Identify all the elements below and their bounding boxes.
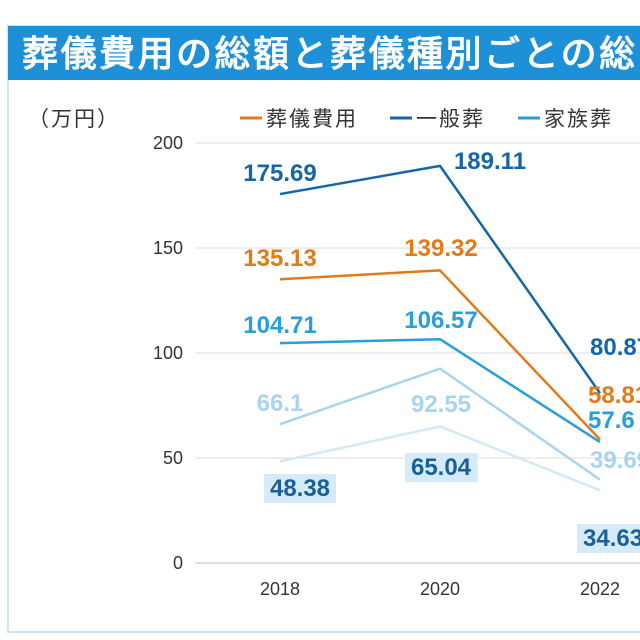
series-4	[279, 367, 601, 481]
data-label: 92.55	[411, 391, 471, 418]
y-tick-label: 100	[153, 343, 183, 363]
data-label: 80.87	[590, 334, 640, 361]
data-label-group: 104.71	[243, 312, 316, 339]
data-label-background	[577, 524, 640, 553]
data-label-group: 80.87	[590, 334, 640, 361]
legend-item-general-funeral: 一般葬	[390, 107, 485, 131]
data-label-group: 39.69	[590, 447, 640, 474]
series-line	[279, 164, 602, 394]
data-label: 34.63	[583, 525, 640, 552]
data-label-group: 48.38	[263, 474, 337, 503]
series	[279, 164, 602, 492]
series-3	[279, 337, 601, 444]
data-label-group: 65.04	[404, 453, 478, 482]
chart-title: 葬儀費用の総額と葬儀種別ごとの総	[22, 34, 638, 75]
data-label-group: 92.55	[411, 391, 471, 418]
data-label: 189.11	[454, 148, 526, 175]
data-label: 139.32	[404, 235, 477, 262]
data-label-background	[263, 474, 337, 503]
data-label: 106.57	[404, 307, 477, 334]
data-label: 175.69	[243, 160, 316, 187]
series-line	[279, 425, 601, 492]
data-label: 104.71	[243, 312, 316, 339]
y-tick-label: 150	[153, 238, 183, 258]
legend-item-family-funeral: 家族葬	[518, 107, 613, 131]
data-label-group: 175.69	[243, 160, 316, 187]
data-label: 66.1	[257, 390, 304, 417]
data-label: 48.38	[270, 475, 330, 502]
series-2	[279, 164, 602, 394]
data-label-group: 135.13	[243, 245, 316, 272]
y-axis-unit-label: （万円）	[28, 107, 120, 131]
series-5	[279, 425, 601, 492]
data-label: 39.69	[590, 447, 640, 474]
data-label-group: 66.1	[257, 390, 304, 417]
axes: 0 50 100 150 200 2018 2020 2022	[153, 133, 620, 599]
data-label-group: 189.11	[454, 148, 526, 175]
legend-label: 一般葬	[416, 107, 485, 131]
x-tick-label: 2018	[260, 579, 300, 599]
series-line	[279, 367, 601, 481]
y-tick-label: 50	[163, 448, 183, 468]
y-tick-label: 0	[173, 553, 183, 573]
y-tick-label: 200	[153, 133, 183, 153]
data-label: 65.04	[411, 454, 472, 481]
series-line	[279, 337, 601, 444]
title-banner	[8, 26, 640, 80]
series-1	[279, 269, 601, 441]
legend-item-funeral-cost: 葬儀費用	[240, 107, 358, 131]
data-label: 135.13	[243, 245, 316, 272]
legend-label: 葬儀費用	[266, 107, 358, 131]
data-labels: 135.13 139.32 58.81 175.69 189.11 80.87 104.71…	[243, 148, 640, 553]
x-tick-label: 2020	[420, 579, 460, 599]
legend-label: 家族葬	[544, 107, 613, 131]
data-label-background	[404, 453, 478, 482]
data-label-group: 34.63	[577, 524, 640, 553]
data-label: 58.81	[588, 382, 640, 409]
x-tick-label: 2022	[580, 579, 620, 599]
data-label: 57.6	[588, 407, 635, 434]
data-label-group: 139.32	[404, 235, 477, 262]
data-label-group: 106.57	[404, 307, 477, 334]
data-label-group: 57.6	[588, 407, 635, 434]
series-line	[279, 269, 601, 441]
legend: 葬儀費用 一般葬 家族葬	[240, 107, 613, 131]
data-label-group: 58.81	[588, 382, 640, 409]
